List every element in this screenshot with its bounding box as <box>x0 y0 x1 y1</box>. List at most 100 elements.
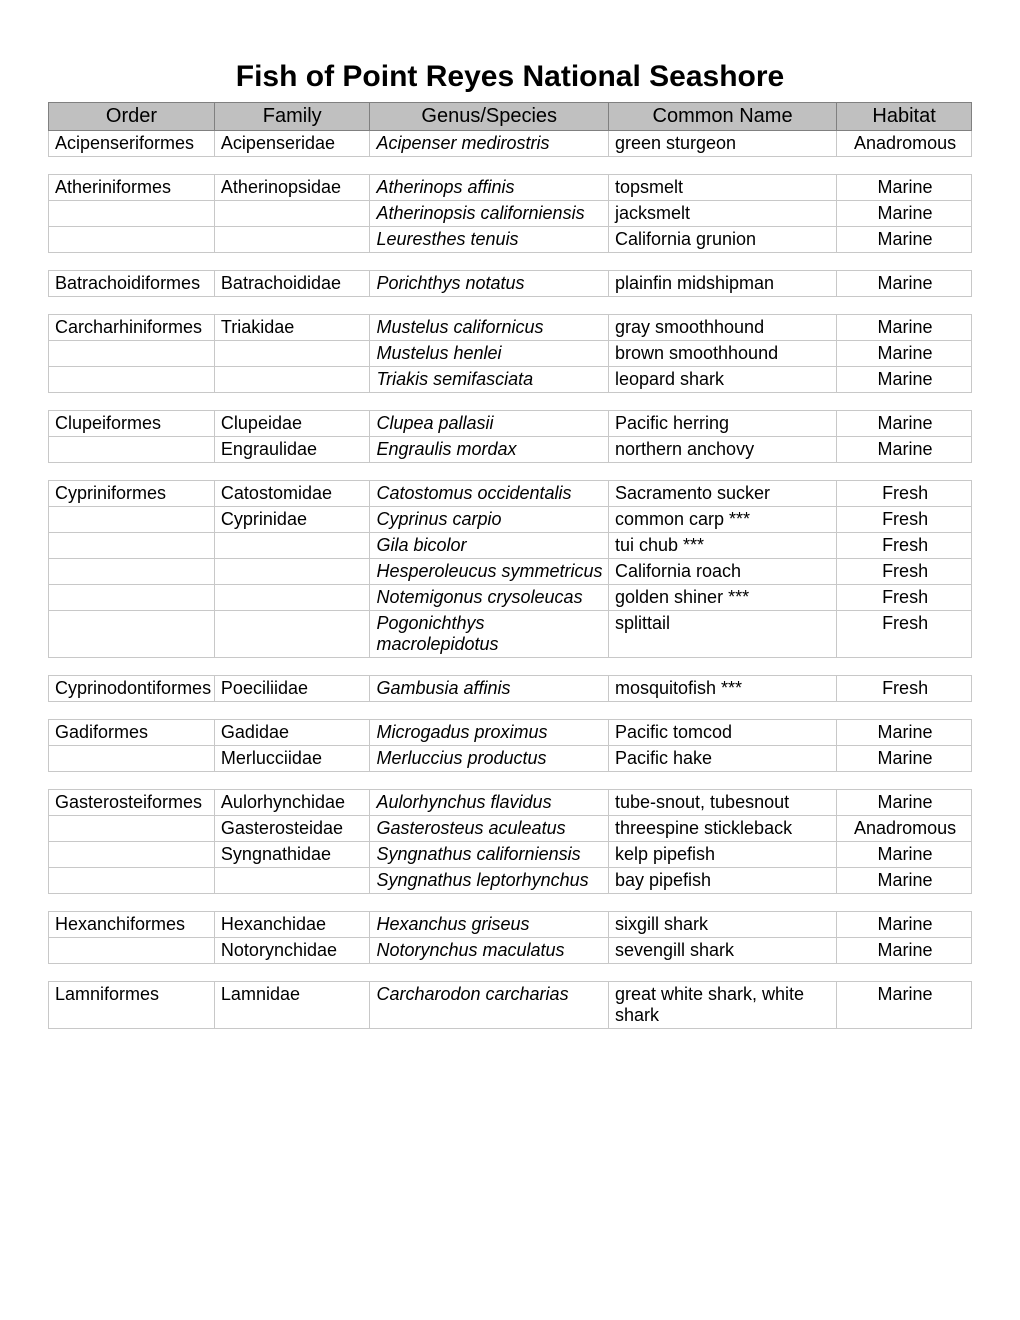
cell-order: Batrachoidiformes <box>49 271 215 297</box>
cell-common: tube-snout, tubesnout <box>608 790 836 816</box>
cell-family <box>214 611 370 658</box>
cell-order <box>49 437 215 463</box>
cell-common: jacksmelt <box>608 201 836 227</box>
cell-common: tui chub *** <box>608 533 836 559</box>
cell-genus: Atherinopsis californiensis <box>370 201 609 227</box>
cell-common: leopard shark <box>608 367 836 393</box>
cell-common: bay pipefish <box>608 868 836 894</box>
cell-habitat: Fresh <box>837 507 972 533</box>
cell-genus: Leuresthes tenuis <box>370 227 609 253</box>
cell-order <box>49 868 215 894</box>
cell-genus: Microgadus proximus <box>370 720 609 746</box>
cell-order: Hexanchiformes <box>49 912 215 938</box>
table-row: AcipenseriformesAcipenseridaeAcipenser m… <box>49 131 972 157</box>
cell-family: Acipenseridae <box>214 131 370 157</box>
cell-common: splittail <box>608 611 836 658</box>
cell-genus: Hesperoleucus symmetricus <box>370 559 609 585</box>
table-row: MerlucciidaeMerluccius productusPacific … <box>49 746 972 772</box>
page: Fish of Point Reyes National Seashore Or… <box>0 0 1020 1069</box>
cell-family: Lamnidae <box>214 982 370 1029</box>
cell-habitat: Fresh <box>837 676 972 702</box>
cell-order: Atheriniformes <box>49 175 215 201</box>
cell-family: Engraulidae <box>214 437 370 463</box>
cell-common: kelp pipefish <box>608 842 836 868</box>
cell-family <box>214 201 370 227</box>
cell-order <box>49 341 215 367</box>
cell-habitat: Marine <box>837 912 972 938</box>
table-row: CyprinidaeCyprinus carpiocommon carp ***… <box>49 507 972 533</box>
table-row: CyprinodontiformesPoeciliidaeGambusia af… <box>49 676 972 702</box>
cell-family: Gasterosteidae <box>214 816 370 842</box>
cell-genus: Catostomus occidentalis <box>370 481 609 507</box>
group-spacer <box>49 297 972 315</box>
table-row: GadiformesGadidaeMicrogadus proximusPaci… <box>49 720 972 746</box>
cell-family <box>214 367 370 393</box>
cell-order <box>49 533 215 559</box>
cell-family <box>214 868 370 894</box>
col-order: Order <box>49 103 215 131</box>
table-row: CarcharhiniformesTriakidaeMustelus calif… <box>49 315 972 341</box>
cell-habitat: Anadromous <box>837 131 972 157</box>
group-spacer <box>49 253 972 271</box>
cell-common: sevengill shark <box>608 938 836 964</box>
cell-order <box>49 227 215 253</box>
cell-genus: Gasterosteus aculeatus <box>370 816 609 842</box>
cell-common: gray smoothhound <box>608 315 836 341</box>
cell-common: California grunion <box>608 227 836 253</box>
cell-order <box>49 938 215 964</box>
cell-habitat: Marine <box>837 341 972 367</box>
cell-order <box>49 842 215 868</box>
cell-common: brown smoothhound <box>608 341 836 367</box>
cell-family: Triakidae <box>214 315 370 341</box>
cell-family: Batrachoididae <box>214 271 370 297</box>
cell-genus: Mustelus californicus <box>370 315 609 341</box>
cell-family: Poeciliidae <box>214 676 370 702</box>
cell-family: Gadidae <box>214 720 370 746</box>
group-spacer <box>49 702 972 720</box>
cell-order: Cyprinodontiformes <box>49 676 215 702</box>
cell-common: golden shiner *** <box>608 585 836 611</box>
cell-common: plainfin midshipman <box>608 271 836 297</box>
cell-common: northern anchovy <box>608 437 836 463</box>
cell-family: Syngnathidae <box>214 842 370 868</box>
cell-genus: Notorynchus maculatus <box>370 938 609 964</box>
cell-common: threespine stickleback <box>608 816 836 842</box>
cell-habitat: Marine <box>837 868 972 894</box>
cell-family <box>214 559 370 585</box>
cell-order <box>49 559 215 585</box>
cell-genus: Merluccius productus <box>370 746 609 772</box>
cell-family <box>214 533 370 559</box>
cell-genus: Notemigonus crysoleucas <box>370 585 609 611</box>
cell-common: common carp *** <box>608 507 836 533</box>
cell-habitat: Marine <box>837 271 972 297</box>
table-row: Pogonichthys macrolepidotussplittailFres… <box>49 611 972 658</box>
col-genus: Genus/Species <box>370 103 609 131</box>
group-spacer <box>49 157 972 175</box>
cell-common: Pacific hake <box>608 746 836 772</box>
cell-habitat: Fresh <box>837 533 972 559</box>
cell-habitat: Marine <box>837 790 972 816</box>
table-row: Hesperoleucus symmetricusCalifornia roac… <box>49 559 972 585</box>
cell-family <box>214 227 370 253</box>
cell-order <box>49 367 215 393</box>
cell-habitat: Fresh <box>837 611 972 658</box>
cell-order: Acipenseriformes <box>49 131 215 157</box>
cell-habitat: Marine <box>837 201 972 227</box>
cell-habitat: Marine <box>837 315 972 341</box>
cell-genus: Gila bicolor <box>370 533 609 559</box>
cell-family: Clupeidae <box>214 411 370 437</box>
cell-family: Catostomidae <box>214 481 370 507</box>
cell-genus: Hexanchus griseus <box>370 912 609 938</box>
table-row: Notemigonus crysoleucasgolden shiner ***… <box>49 585 972 611</box>
cell-order: Gadiformes <box>49 720 215 746</box>
table-row: GasterosteiformesAulorhynchidaeAulorhync… <box>49 790 972 816</box>
table-row: Mustelus henleibrown smoothhoundMarine <box>49 341 972 367</box>
cell-family: Notorynchidae <box>214 938 370 964</box>
cell-order: Gasterosteiformes <box>49 790 215 816</box>
table-row: NotorynchidaeNotorynchus maculatusseveng… <box>49 938 972 964</box>
cell-genus: Aulorhynchus flavidus <box>370 790 609 816</box>
cell-order <box>49 746 215 772</box>
table-row: SyngnathidaeSyngnathus californiensiskel… <box>49 842 972 868</box>
cell-common: California roach <box>608 559 836 585</box>
cell-genus: Gambusia affinis <box>370 676 609 702</box>
